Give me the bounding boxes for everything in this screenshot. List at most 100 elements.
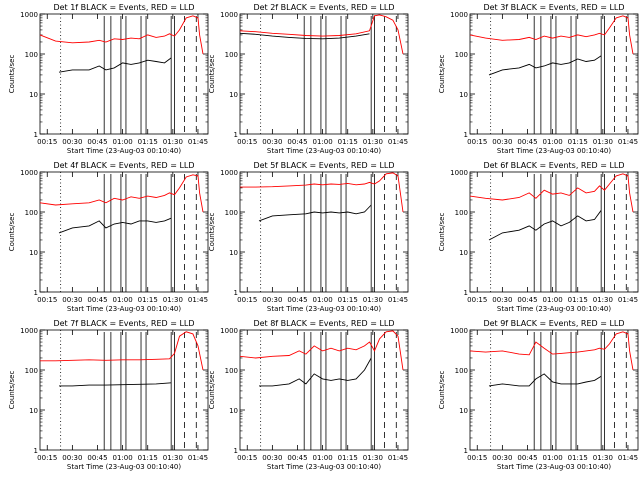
y-tick-label: 1 [234,289,238,297]
chart-panel-2: Det 2f BLACK = Events, RED = LLD 1 10 100 10… [208,3,409,155]
x-tick-label: 00:30 [492,138,512,146]
y-tick-label: 10 [459,249,468,257]
chart-panel-3: Det 3f BLACK = Events, RED = LLD 1 10 100 10… [438,3,639,155]
plot-frame [469,329,639,451]
y-tick-label: 10 [459,407,468,415]
chart-title: Det 4f BLACK = Events, RED = LLD [53,161,194,170]
x-tick-label: 00:30 [62,138,82,146]
x-tick-label: 01:45 [388,296,408,304]
y-axis-label: Counts/sec [208,371,216,410]
x-tick-label: 00:15 [237,296,257,304]
x-tick-label: 01:00 [113,138,133,146]
y-tick-label: 100 [455,209,468,217]
x-tick-label: 00:15 [467,138,487,146]
lld-rate-line [40,331,204,371]
lld-rate-line [239,14,404,55]
chart-panel-7: Det 7f BLACK = Events, RED = LLD 1 10 100 10… [8,319,209,471]
y-tick-label: 1000 [450,327,468,335]
lld-rate-line [240,172,404,213]
x-tick-label: 00:15 [467,296,487,304]
x-tick-label: 01:45 [188,454,208,462]
x-tick-label: 00:45 [287,138,307,146]
y-tick-label: 1 [34,447,38,455]
x-tick-label: 00:30 [262,454,282,462]
y-tick-label: 100 [455,367,468,375]
y-tick-label: 100 [25,209,38,217]
x-axis-label: Start Time (23-Aug-03 00:10:40) [497,463,611,471]
chart-title: Det 7f BLACK = Events, RED = LLD [53,319,194,328]
x-tick-label: 01:15 [568,138,588,146]
chart-panel-8: Det 8f BLACK = Events, RED = LLD 1 10 100 10… [208,319,409,471]
lld-rate-line [39,174,204,213]
x-axis-label: Start Time (23-Aug-03 00:10:40) [67,463,181,471]
x-tick-label: 01:00 [313,454,333,462]
x-axis-label: Start Time (23-Aug-03 00:10:40) [67,147,181,155]
chart-panel-4: Det 4f BLACK = Events, RED = LLD 1 10 100 10… [8,161,209,313]
chart-title: Det 5f BLACK = Events, RED = LLD [253,161,394,170]
y-axis-label: Counts/sec [8,371,16,410]
event-rate-line [59,382,172,387]
y-tick-label: 1000 [220,327,238,335]
x-tick-label: 00:45 [87,138,107,146]
y-tick-label: 1 [34,131,38,139]
x-tick-label: 01:15 [338,454,358,462]
x-tick-label: 01:45 [618,296,638,304]
x-tick-label: 01:00 [543,138,563,146]
x-axis-label: Start Time (23-Aug-03 00:10:40) [67,305,181,313]
x-tick-label: 01:30 [363,454,383,462]
lld-rate-line [239,330,404,371]
y-axis-label: Counts/sec [208,213,216,252]
event-rate-line [58,217,172,234]
event-rate-line [488,55,602,76]
x-axis-label: Start Time (23-Aug-03 00:10:40) [497,147,611,155]
lld-rate-line [469,173,634,213]
chart-title: Det 9f BLACK = Events, RED = LLD [483,319,624,328]
x-tick-label: 00:30 [492,296,512,304]
lld-rate-line [39,15,204,55]
x-tick-label: 00:45 [517,454,537,462]
event-rate-line [488,373,602,387]
y-axis-label: Counts/sec [438,371,446,410]
x-tick-label: 01:15 [338,138,358,146]
event-rate-line [58,57,172,73]
y-tick-label: 1000 [220,169,238,177]
x-tick-label: 00:30 [492,454,512,462]
y-tick-label: 1 [34,289,38,297]
x-axis-label: Start Time (23-Aug-03 00:10:40) [497,305,611,313]
x-tick-label: 01:45 [618,454,638,462]
y-tick-label: 1000 [20,169,38,177]
y-tick-label: 10 [229,91,238,99]
x-tick-label: 01:30 [363,138,383,146]
x-tick-label: 01:00 [543,454,563,462]
x-tick-label: 00:15 [467,454,487,462]
x-tick-label: 00:45 [87,296,107,304]
chart-panel-9: Det 9f BLACK = Events, RED = LLD 1 10 100 10… [438,319,639,471]
y-tick-label: 1000 [20,327,38,335]
x-tick-label: 01:15 [138,296,158,304]
x-tick-label: 01:30 [163,454,183,462]
y-axis-label: Counts/sec [8,55,16,94]
chart-title: Det 1f BLACK = Events, RED = LLD [53,3,194,12]
x-tick-label: 01:15 [568,454,588,462]
x-tick-label: 01:00 [113,296,133,304]
y-tick-label: 1 [234,447,238,455]
y-tick-label: 100 [25,51,38,59]
y-axis-label: Counts/sec [8,213,16,252]
lld-rate-line [469,15,634,55]
x-tick-label: 00:45 [287,454,307,462]
x-tick-label: 00:30 [62,296,82,304]
x-tick-label: 00:30 [262,138,282,146]
x-tick-label: 01:30 [593,138,613,146]
y-tick-label: 10 [229,249,238,257]
event-rate-line [239,32,370,40]
x-axis-label: Start Time (23-Aug-03 00:10:40) [267,147,381,155]
event-rate-line [258,204,372,222]
y-tick-label: 10 [229,407,238,415]
y-tick-label: 10 [29,91,38,99]
x-tick-label: 00:15 [237,138,257,146]
x-tick-label: 01:15 [338,296,358,304]
x-tick-label: 00:45 [517,296,537,304]
x-tick-label: 01:45 [388,454,408,462]
y-tick-label: 100 [225,209,238,217]
